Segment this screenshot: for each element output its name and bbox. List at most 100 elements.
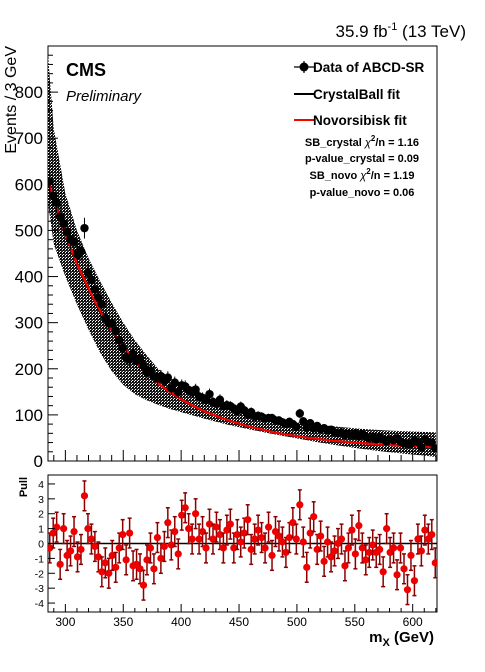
pull-point: [344, 532, 353, 564]
pull-marker: [410, 577, 419, 585]
pull-point: [139, 569, 148, 601]
legend: Data of ABCD-SR CrystalBall fit Novorsib…: [294, 60, 425, 128]
pull-marker: [421, 526, 429, 534]
pull-marker: [84, 525, 92, 533]
pull-point: [337, 523, 346, 555]
pull-marker: [56, 560, 64, 568]
pull-marker: [66, 547, 75, 555]
data-point: [118, 340, 127, 356]
pull-point: [275, 520, 283, 552]
pull-marker: [317, 532, 325, 540]
pull-marker: [261, 544, 269, 552]
pull-point: [317, 520, 325, 552]
pull-marker: [396, 544, 405, 552]
pull-marker: [126, 529, 134, 537]
legend-marker-data: [299, 62, 309, 72]
y-tick-label: 600: [15, 175, 43, 194]
pull-y-tick-label: -4: [35, 598, 44, 610]
pull-marker: [344, 544, 353, 552]
pull-point: [330, 535, 339, 567]
pull-marker: [230, 544, 238, 552]
pull-y-tick-label: -2: [35, 568, 44, 580]
data-point: [299, 417, 308, 426]
data-point: [215, 394, 225, 405]
data-point: [135, 351, 145, 366]
pull-marker: [403, 586, 412, 594]
data-point: [97, 295, 107, 313]
legend-label-novosibirsk: Novorsibisk fit: [313, 113, 407, 128]
x-tick-label: 300: [55, 615, 75, 629]
pull-point: [365, 536, 373, 569]
pull-marker: [264, 523, 273, 531]
pull-marker: [358, 544, 366, 552]
pull-point: [376, 533, 384, 566]
pull-marker: [278, 538, 287, 546]
pull-marker: [355, 522, 363, 530]
y-axis-title: Events / 3 GeV: [3, 46, 20, 154]
pull-marker: [310, 513, 318, 521]
data-point: [76, 241, 86, 262]
pull-point: [105, 557, 113, 589]
data-point: [52, 191, 61, 214]
pull-point: [261, 532, 269, 564]
data-marker: [191, 385, 200, 394]
pull-marker: [115, 544, 123, 552]
legend-entry-novosibirsk: Novorsibisk fit: [294, 113, 407, 128]
data-marker: [97, 300, 107, 309]
pull-marker: [414, 535, 422, 543]
pull-marker: [198, 527, 207, 536]
pull-marker: [153, 533, 162, 542]
data-point: [115, 332, 124, 348]
pull-point: [80, 480, 89, 512]
pull-point: [60, 512, 68, 545]
pull-marker: [226, 520, 234, 528]
x-axis-title-unit: (GeV): [390, 629, 434, 646]
pull-marker: [105, 569, 113, 577]
pull-marker: [171, 527, 179, 536]
pull-marker: [351, 550, 359, 558]
pull-marker: [327, 553, 335, 561]
pull-point: [70, 515, 78, 548]
pull-points: [48, 480, 437, 606]
pull-point: [146, 532, 155, 564]
pull-point: [327, 541, 335, 573]
data-marker: [90, 285, 100, 294]
pull-point: [403, 574, 412, 606]
x-tick-label: 600: [403, 615, 423, 629]
bottom-axes: -4 -3 -2 -1 0 1 2 3 4 300 350 400 450 500 550 600: [35, 479, 437, 629]
pull-marker: [313, 545, 321, 554]
pull-point: [143, 544, 151, 576]
pull-marker: [362, 556, 370, 564]
pull-point: [431, 547, 437, 579]
sb-novo-stat: SB_novo χ2/n = 1.19: [310, 167, 415, 182]
pull-point: [112, 551, 120, 583]
pull-marker: [91, 542, 99, 551]
data-marker: [139, 361, 148, 371]
data-point: [87, 270, 96, 289]
lumi-exponent: -1: [388, 21, 398, 33]
data-point: [431, 444, 437, 453]
pull-marker: [275, 532, 283, 540]
pull-point: [192, 498, 200, 530]
x-tick-label: 400: [171, 615, 191, 629]
data-marker: [87, 275, 96, 284]
pull-point: [53, 511, 61, 543]
pull-point: [264, 511, 273, 543]
pull-y-tick-label: 3: [38, 494, 44, 506]
pull-point: [174, 538, 182, 570]
pull-marker: [202, 544, 210, 552]
pull-marker: [383, 525, 391, 533]
data-marker: [69, 237, 79, 247]
pull-point: [428, 518, 436, 551]
pull-marker: [393, 571, 401, 579]
luminosity-label: 35.9 fb-1 (13 TeV): [336, 21, 466, 41]
data-marker: [170, 378, 179, 387]
pull-marker: [157, 554, 165, 562]
data-marker: [118, 343, 127, 353]
pull-point: [122, 544, 130, 576]
fit-statistics: SB_crystal χ2/n = 1.16 p-value_crystal =…: [305, 134, 419, 199]
p-value-novo: p-value_novo = 0.06: [310, 187, 415, 199]
pull-point: [87, 523, 96, 555]
data-marker: [115, 335, 124, 345]
pull-point: [421, 514, 429, 546]
